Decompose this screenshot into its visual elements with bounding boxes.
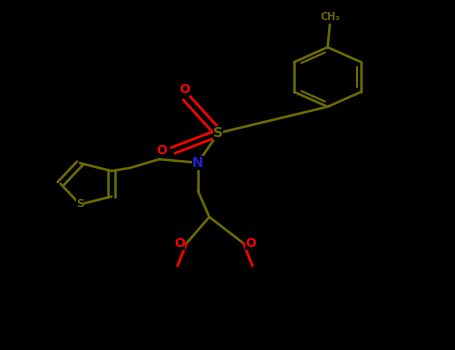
Text: S: S [76, 199, 84, 209]
Text: N: N [192, 156, 204, 170]
Text: CH₃: CH₃ [320, 12, 340, 22]
Text: O: O [245, 237, 256, 250]
Text: O: O [179, 83, 190, 96]
Text: O: O [156, 144, 167, 157]
Text: S: S [213, 126, 223, 140]
Text: O: O [174, 237, 185, 250]
